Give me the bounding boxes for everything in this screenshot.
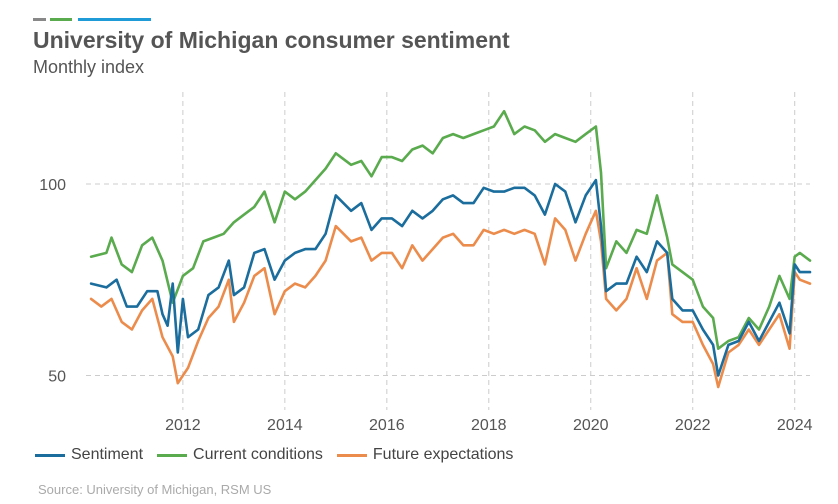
legend-label-future-expectations: Future expectations — [372, 446, 514, 463]
chart-subtitle: Monthly index — [33, 57, 145, 77]
chart-title: University of Michigan consumer sentimen… — [33, 27, 510, 53]
legend-item-sentiment: Sentiment — [35, 446, 143, 464]
x-tick-label-2018: 2018 — [471, 417, 507, 434]
x-tick-label-2012: 2012 — [165, 417, 201, 434]
legend-item-current-conditions: Current conditions — [157, 446, 323, 464]
x-tick-label-2020: 2020 — [573, 417, 609, 434]
x-tick-label-2024: 2024 — [777, 417, 813, 434]
source-note: Source: University of Michigan, RSM US — [38, 482, 272, 497]
legend: Sentiment Current conditions Future expe… — [35, 446, 527, 464]
x-tick-label-2022: 2022 — [675, 417, 711, 434]
x-tick-label-2014: 2014 — [267, 417, 303, 434]
y-tick-label-50: 50 — [48, 369, 66, 386]
legend-swatch-sentiment — [35, 453, 65, 457]
x-tick-label-2016: 2016 — [369, 417, 405, 434]
legend-swatch-future-expectations — [336, 453, 367, 457]
accent-bar-green — [50, 18, 72, 21]
accent-bar-blue — [78, 18, 151, 21]
accent-bar-gray — [33, 18, 46, 21]
legend-label-sentiment: Sentiment — [71, 446, 144, 463]
legend-item-future-expectations: Future expectations — [336, 446, 514, 464]
series-line-current-conditions — [89, 109, 812, 350]
series-line-future-expectations — [89, 209, 812, 389]
series-line-sentiment — [89, 178, 812, 377]
legend-label-current-conditions: Current conditions — [193, 446, 323, 463]
legend-swatch-current-conditions — [157, 453, 188, 457]
y-tick-label-100: 100 — [39, 177, 66, 194]
